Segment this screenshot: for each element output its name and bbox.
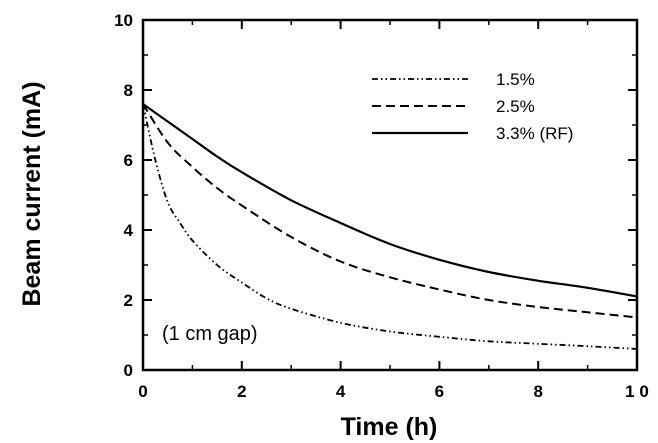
x-tick-label: 0 xyxy=(138,382,147,401)
y-tick-label: 10 xyxy=(114,11,133,30)
x-tick-label: 1 0 xyxy=(625,382,649,401)
x-tick-label: 2 xyxy=(237,382,246,401)
series-line-2 xyxy=(142,103,638,319)
y-axis-title: Beam current (mA) xyxy=(18,81,46,306)
series-layer xyxy=(142,103,638,350)
x-tick-label: 8 xyxy=(533,382,542,401)
legend: 1.5% 2.5% 3.3% (RF) xyxy=(372,70,573,143)
plot-border xyxy=(141,18,639,372)
y-tick-label: 2 xyxy=(124,291,133,310)
x-tick-label: 6 xyxy=(435,382,444,401)
gap-annotation: (1 cm gap) xyxy=(162,323,258,345)
plot-frame xyxy=(141,18,639,372)
series-line-1 xyxy=(142,103,638,350)
x-tick-label: 4 xyxy=(336,382,346,401)
y-tick-label: 0 xyxy=(124,361,133,380)
series-line-3 xyxy=(142,103,638,298)
legend-label-1: 1.5% xyxy=(496,70,535,89)
y-tick-label: 4 xyxy=(124,221,134,240)
y-tick-label: 8 xyxy=(124,81,133,100)
legend-label-2: 2.5% xyxy=(496,97,535,116)
x-axis-title: Time (h) xyxy=(341,413,438,441)
y-tick-label: 6 xyxy=(124,151,133,170)
legend-label-3: 3.3% (RF) xyxy=(496,124,573,143)
